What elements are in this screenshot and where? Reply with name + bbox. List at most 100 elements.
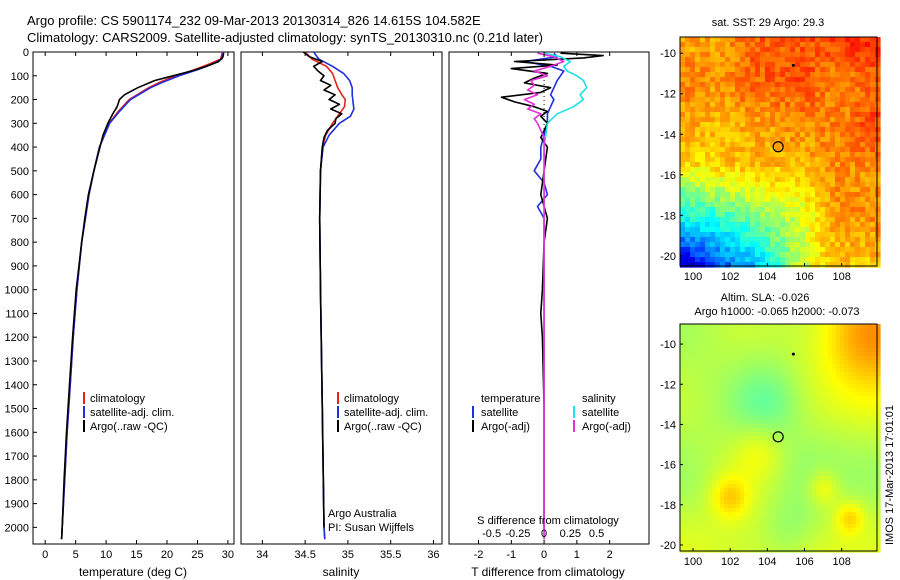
map-cell	[705, 112, 711, 118]
map-cell	[744, 496, 749, 501]
map-cell	[740, 42, 746, 48]
map-cell	[840, 202, 846, 208]
map-cell	[810, 107, 816, 113]
map-cell	[690, 252, 696, 258]
map-cell	[812, 368, 817, 373]
map-cell	[760, 222, 766, 228]
map-cell	[788, 444, 793, 449]
map-cell	[710, 62, 716, 68]
map-cell	[860, 102, 866, 108]
map-cell	[828, 368, 833, 373]
map-cell	[740, 392, 745, 397]
map-cell	[840, 187, 846, 193]
map-cell	[840, 62, 846, 68]
map-cell	[748, 432, 753, 437]
map-cell	[764, 332, 769, 337]
map-cell	[784, 372, 789, 377]
map-cell	[860, 132, 866, 138]
map-cell	[690, 107, 696, 113]
map-cell	[765, 172, 771, 178]
map-cell	[750, 187, 756, 193]
map-cell	[696, 360, 701, 365]
map-cell	[715, 157, 721, 163]
map-cell	[725, 237, 731, 243]
map-cell	[752, 500, 757, 505]
map-cell	[712, 532, 717, 537]
map-cell	[680, 207, 686, 213]
map-cell	[720, 520, 725, 525]
map-cell	[872, 536, 877, 541]
map-cell	[735, 147, 741, 153]
map-cell	[840, 192, 846, 198]
map-cell	[728, 424, 733, 429]
map-cell	[780, 237, 786, 243]
map-cell	[744, 352, 749, 357]
map-cell	[724, 408, 729, 413]
map-cell	[840, 392, 845, 397]
map-cell	[796, 448, 801, 453]
map-cell	[760, 262, 766, 268]
map-cell	[780, 468, 785, 473]
map-cell	[845, 132, 851, 138]
map-cell	[868, 396, 873, 401]
map-cell	[870, 57, 876, 63]
map-cell	[708, 420, 713, 425]
map-cell	[750, 87, 756, 93]
map-cell	[704, 420, 709, 425]
map-cell	[872, 376, 877, 381]
map-cell	[800, 52, 806, 58]
map-cell	[688, 436, 693, 441]
difference-xlabel: T difference from climatology	[471, 565, 625, 579]
map-cell	[705, 262, 711, 268]
map-cell	[700, 404, 705, 409]
map-cell	[850, 102, 856, 108]
map-cell	[820, 252, 826, 258]
map-cell	[740, 352, 745, 357]
map-cell	[848, 404, 853, 409]
map-cell	[840, 42, 846, 48]
map-cell	[820, 217, 826, 223]
map-cell	[685, 262, 691, 268]
map-cell	[812, 400, 817, 405]
map-cell	[770, 117, 776, 123]
map-cell	[700, 388, 705, 393]
map-cell	[750, 112, 756, 118]
map-cell	[736, 448, 741, 453]
y-tick-label: 0	[23, 47, 29, 59]
map-cell	[795, 167, 801, 173]
map-cell	[764, 516, 769, 521]
map-cell	[860, 257, 866, 263]
map-cell	[820, 400, 825, 405]
map-cell	[868, 424, 873, 429]
map-cell	[736, 352, 741, 357]
map-cell	[680, 332, 685, 337]
map-cell	[748, 492, 753, 497]
map-cell	[688, 412, 693, 417]
map-cell	[850, 127, 856, 133]
map-cell	[752, 520, 757, 525]
map-cell	[810, 127, 816, 133]
map-cell	[692, 548, 697, 553]
map-cell	[795, 222, 801, 228]
map-cell	[850, 227, 856, 233]
map-cell	[790, 92, 796, 98]
map-cell	[708, 348, 713, 353]
map-cell	[856, 444, 861, 449]
map-cell	[688, 532, 693, 537]
map-cell	[756, 476, 761, 481]
map-cell	[740, 332, 745, 337]
map-cell	[810, 182, 816, 188]
map-cell	[844, 380, 849, 385]
map-cell	[800, 444, 805, 449]
map-cell	[865, 47, 871, 53]
map-cell	[760, 504, 765, 509]
map-cell	[832, 488, 837, 493]
map-cell	[855, 117, 861, 123]
x-tick-label: 34.5	[294, 549, 315, 561]
map-cell	[684, 544, 689, 549]
map-cell	[825, 92, 831, 98]
map-cell	[720, 252, 726, 258]
map-cell	[680, 420, 685, 425]
map-cell	[845, 122, 851, 128]
map-cell	[775, 207, 781, 213]
